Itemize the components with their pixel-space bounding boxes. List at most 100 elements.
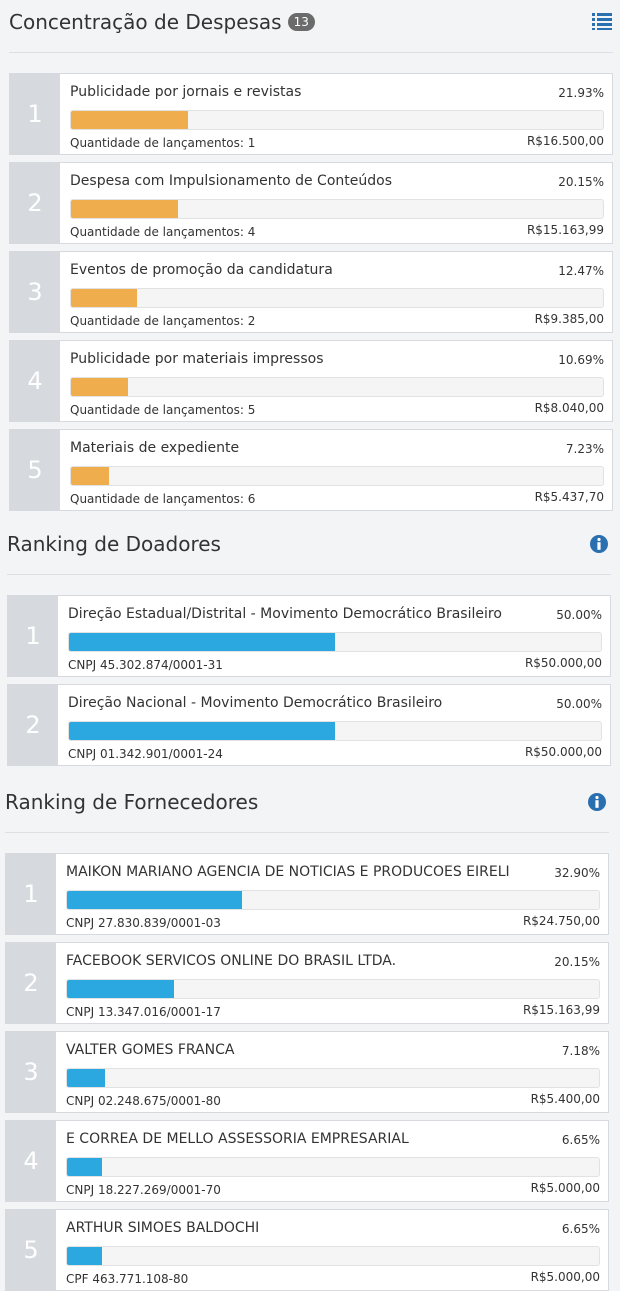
item-value: R$15.163,99 (526, 223, 604, 237)
item-subtitle: Quantidade de lançamentos: 2 (70, 314, 256, 328)
progress-bar (66, 1157, 600, 1177)
progress-bar (70, 377, 604, 397)
despesas-card[interactable]: 5 Materiais de expediente 7.23% Quantidade … (9, 429, 613, 511)
despesas-section: Concentração de Despesas 13 1 Publicidade … (0, 0, 620, 511)
rank-number: 1 (6, 854, 56, 934)
fornecedores-section: Ranking de Fornecedores 1 MAIKON MARIANO … (0, 780, 620, 1291)
doadores-card[interactable]: 2 Direção Nacional - Movimento Democrátic… (7, 684, 611, 766)
rank-number: 2 (10, 163, 60, 243)
fornecedores-card[interactable]: 5 ARTHUR SIMOES BALDOCHI 6.65% CPF 463.771.… (5, 1209, 609, 1291)
item-percentage: 20.15% (558, 175, 604, 189)
progress-fill (67, 1158, 103, 1176)
item-subtitle: CNPJ 01.342.901/0001-24 (68, 747, 223, 761)
despesas-header: Concentração de Despesas 13 (0, 0, 620, 50)
item-subtitle: CPF 463.771.108-80 (66, 1272, 189, 1286)
rank-number: 2 (6, 943, 56, 1023)
item-value: R$5.000,00 (530, 1270, 600, 1284)
item-name: E CORREA DE MELLO ASSESSORIA EMPRESARIAL (66, 1131, 409, 1147)
rank-number: 1 (8, 596, 58, 676)
progress-fill (71, 200, 179, 218)
item-subtitle: Quantidade de lançamentos: 1 (70, 136, 256, 150)
progress-fill (69, 722, 335, 740)
progress-fill (71, 467, 110, 485)
item-percentage: 7.18% (561, 1044, 600, 1058)
progress-fill (69, 633, 335, 651)
rank-number: 1 (10, 74, 60, 154)
item-percentage: 10.69% (558, 353, 604, 367)
rank-number: 2 (8, 685, 58, 765)
despesas-divider (9, 52, 613, 53)
item-percentage: 12.47% (558, 264, 604, 278)
item-value: R$5.437,70 (534, 490, 604, 504)
card-body: E CORREA DE MELLO ASSESSORIA EMPRESARIAL… (66, 1121, 600, 1201)
despesas-card[interactable]: 1 Publicidade por jornais e revistas 21.93… (9, 73, 613, 155)
card-body: VALTER GOMES FRANCA 7.18% CNPJ 02.248.675/… (66, 1032, 600, 1112)
despesas-card[interactable]: 3 Eventos de promoção da candidatura 12.47… (9, 251, 613, 333)
fornecedores-card[interactable]: 1 MAIKON MARIANO AGENCIA DE NOTICIAS E PR… (5, 853, 609, 935)
item-name: Publicidade por jornais e revistas (70, 84, 302, 100)
item-name: MAIKON MARIANO AGENCIA DE NOTICIAS E PRO… (66, 864, 510, 880)
item-value: R$5.400,00 (530, 1092, 600, 1106)
rank-number: 3 (6, 1032, 56, 1112)
info-icon[interactable] (586, 791, 608, 813)
card-body: Direção Nacional - Movimento Democrático… (68, 685, 602, 765)
fornecedores-card[interactable]: 3 VALTER GOMES FRANCA 7.18% CNPJ 02.248.675… (5, 1031, 609, 1113)
card-body: FACEBOOK SERVICOS ONLINE DO BRASIL LTDA.… (66, 943, 600, 1023)
card-body: Despesa com Impulsionamento de Conteúdos… (70, 163, 604, 243)
item-percentage: 6.65% (561, 1133, 600, 1147)
fornecedores-card[interactable]: 2 FACEBOOK SERVICOS ONLINE DO BRASIL LTDA… (5, 942, 609, 1024)
info-icon[interactable] (588, 533, 610, 555)
item-subtitle: CNPJ 18.227.269/0001-70 (66, 1183, 221, 1197)
rank-number: 5 (6, 1210, 56, 1290)
progress-fill (71, 378, 128, 396)
doadores-divider (7, 574, 611, 575)
progress-fill (71, 289, 138, 307)
doadores-card[interactable]: 1 Direção Estadual/Distrital - Movimento … (7, 595, 611, 677)
progress-fill (67, 1069, 106, 1087)
card-body: Direção Estadual/Distrital - Movimento D… (68, 596, 602, 676)
fornecedores-divider (5, 832, 609, 833)
item-name: Materiais de expediente (70, 440, 240, 456)
item-percentage: 6.65% (561, 1222, 600, 1236)
list-icon[interactable] (591, 10, 613, 32)
item-name: Despesa com Impulsionamento de Conteúdos (70, 173, 392, 189)
item-subtitle: Quantidade de lançamentos: 5 (70, 403, 256, 417)
progress-bar (68, 721, 602, 741)
card-body: Eventos de promoção da candidatura 12.47%… (70, 252, 604, 332)
fornecedores-header: Ranking de Fornecedores (0, 780, 620, 830)
item-name: ARTHUR SIMOES BALDOCHI (66, 1220, 260, 1236)
item-value: R$24.750,00 (522, 914, 600, 928)
item-value: R$50.000,00 (524, 745, 602, 759)
progress-bar (68, 632, 602, 652)
despesas-card[interactable]: 4 Publicidade por materiais impressos 10.6… (9, 340, 613, 422)
card-body: MAIKON MARIANO AGENCIA DE NOTICIAS E PRO… (66, 854, 600, 934)
item-percentage: 7.23% (565, 442, 604, 456)
item-percentage: 20.15% (554, 955, 600, 969)
item-value: R$50.000,00 (524, 656, 602, 670)
item-name: Direção Estadual/Distrital - Movimento D… (68, 606, 502, 622)
item-name: Publicidade por materiais impressos (70, 351, 324, 367)
card-body: Publicidade por jornais e revistas 21.93%… (70, 74, 604, 154)
progress-bar (70, 466, 604, 486)
card-body: ARTHUR SIMOES BALDOCHI 6.65% CPF 463.771.1… (66, 1210, 600, 1290)
progress-bar (70, 110, 604, 130)
item-subtitle: CNPJ 45.302.874/0001-31 (68, 658, 223, 672)
doadores-section: Ranking de Doadores 1 Direção Estadual/Di… (0, 522, 620, 766)
progress-bar (66, 979, 600, 999)
progress-fill (71, 111, 188, 129)
item-subtitle: CNPJ 02.248.675/0001-80 (66, 1094, 221, 1108)
item-value: R$15.163,99 (522, 1003, 600, 1017)
item-name: Direção Nacional - Movimento Democrático… (68, 695, 443, 711)
progress-fill (67, 1247, 103, 1265)
item-percentage: 50.00% (556, 697, 602, 711)
despesas-card[interactable]: 2 Despesa com Impulsionamento de Conteúdo… (9, 162, 613, 244)
item-percentage: 50.00% (556, 608, 602, 622)
rank-number: 5 (10, 430, 60, 510)
item-name: Eventos de promoção da candidatura (70, 262, 333, 278)
item-percentage: 32.90% (554, 866, 600, 880)
progress-bar (66, 1246, 600, 1266)
item-subtitle: CNPJ 13.347.016/0001-17 (66, 1005, 221, 1019)
rank-number: 4 (6, 1121, 56, 1201)
item-name: FACEBOOK SERVICOS ONLINE DO BRASIL LTDA. (66, 953, 397, 969)
